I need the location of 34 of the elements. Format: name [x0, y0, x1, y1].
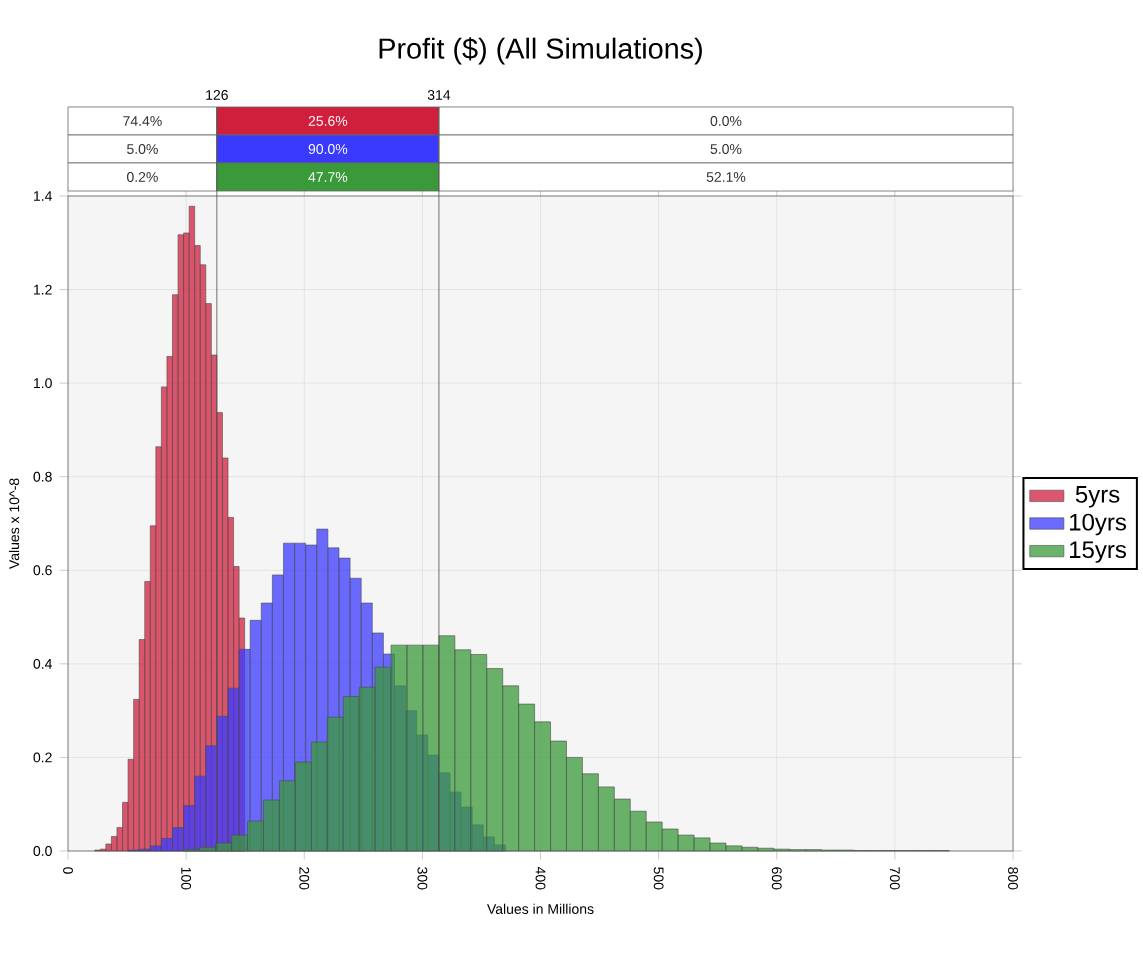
text: 0.2%	[127, 172, 158, 182]
chart-title: Profit ($) (All Simulations)	[379, 37, 702, 65]
x-tick-label: 800	[1008, 867, 1018, 890]
x-tick-label: 200	[299, 867, 310, 890]
y-tick-label: 1.2	[34, 284, 52, 295]
legend-label: 10yrs	[1070, 513, 1127, 536]
y-tick-label: 1.0	[34, 378, 52, 389]
x-axis-title: Values in Millions	[487, 903, 594, 914]
y-tick-label: 0.4	[33, 658, 52, 669]
text: 5.0%	[127, 144, 158, 154]
x-tick-label: 0	[63, 867, 73, 874]
text: 90.0%	[308, 144, 348, 154]
text: 52.1%	[706, 172, 746, 182]
legend-label: 5yrs	[1075, 486, 1120, 508]
y-axis-title: Values x 10^-8	[8, 478, 20, 569]
x-tick-label: 500	[653, 867, 664, 890]
ref-line-label: 314	[427, 90, 451, 100]
x-tick-label: 700	[889, 867, 900, 890]
ref-line-label: 126	[206, 90, 228, 100]
y-tick-label: 0.2	[33, 752, 52, 763]
text: 47.7%	[308, 172, 348, 182]
x-tick-label: 600	[771, 867, 782, 890]
y-tick-label: 0.8	[33, 471, 52, 482]
legend-label: 15yrs	[1070, 541, 1127, 563]
text: 5.0%	[710, 144, 742, 154]
text: 25.6%	[308, 116, 348, 126]
x-tick-label: 100	[181, 867, 192, 890]
x-tick-label: 400	[535, 866, 546, 890]
text: 74.4%	[123, 116, 162, 126]
y-tick-label: 0.6	[33, 565, 52, 576]
y-tick-label: 1.4	[34, 191, 52, 201]
text: 0.0%	[710, 116, 742, 126]
x-tick-label: 300	[417, 867, 428, 890]
y-tick-label: 0.0	[33, 846, 52, 856]
